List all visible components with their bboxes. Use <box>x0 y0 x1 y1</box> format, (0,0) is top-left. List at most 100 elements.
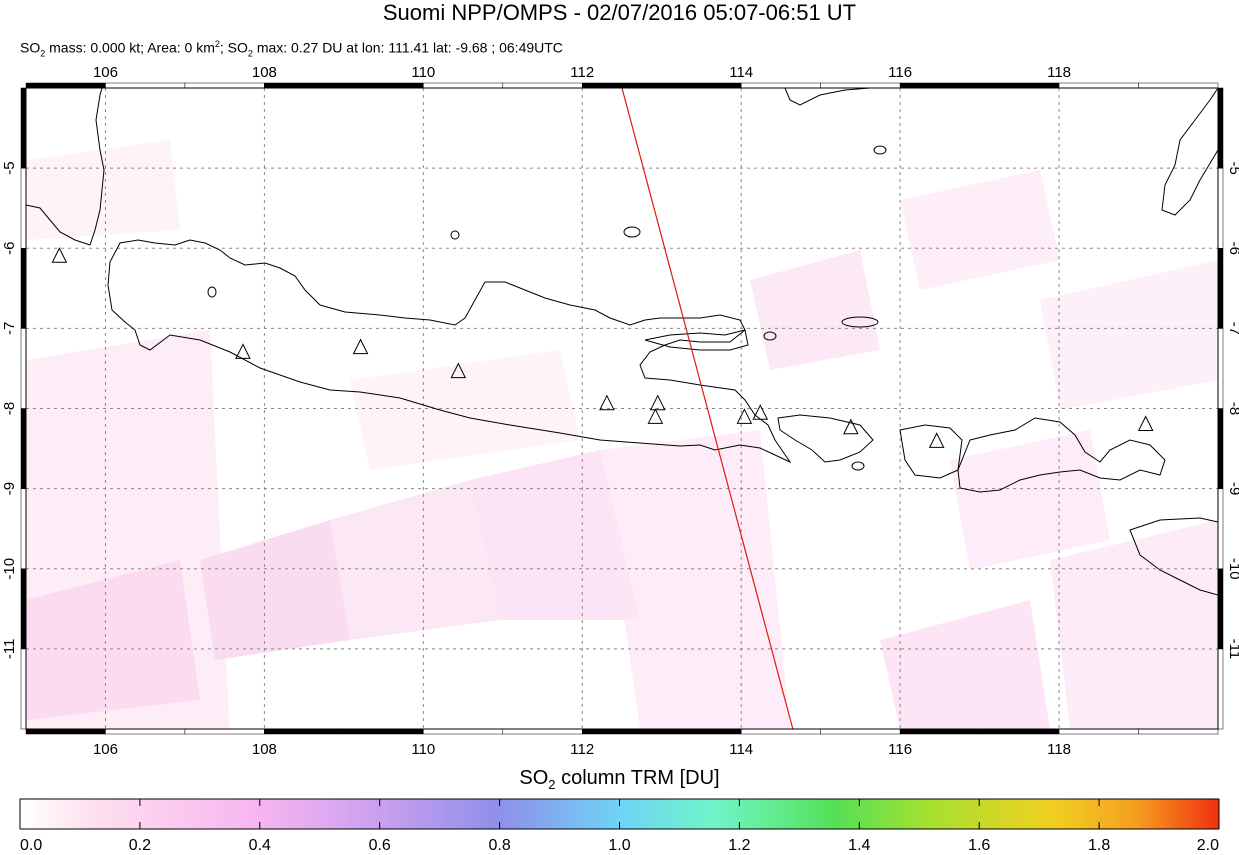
map-frame <box>20 82 1224 735</box>
island-bawean <box>623 226 641 238</box>
frame-segment-bottom <box>661 728 742 735</box>
frame-segment-bottom <box>25 728 106 735</box>
frame-segment-right <box>1217 87 1224 169</box>
frame-segment-right <box>1217 408 1224 489</box>
colorbar-title-post: column TRM [DU] <box>555 767 720 789</box>
frame-segment-bottom <box>1138 728 1219 735</box>
colorbar-title: SO2 column TRM [DU] <box>0 766 1239 797</box>
axis-tick-labels: 106 106 108 108 110 110 112 112 114 114 116 116 118 1… <box>1 64 1239 758</box>
summary-text-1: SO <box>20 39 41 56</box>
frame-segment-top <box>740 82 821 89</box>
summary-text-3: ; SO <box>219 39 248 56</box>
frame-segment-left <box>20 648 27 730</box>
borneo-coastline <box>784 88 871 106</box>
volcano-marker <box>649 394 666 411</box>
island-ujungkulon <box>207 286 217 298</box>
colorbar-title-pre: SO <box>519 767 549 789</box>
volcano-markers <box>51 247 1154 448</box>
frame-segment-bottom <box>820 728 901 735</box>
colorbar-tick-label: 1.2 <box>728 837 750 854</box>
frame-segment-left <box>20 568 27 650</box>
colorbar-tick-label: 1.6 <box>968 837 990 854</box>
frame-segment-right <box>1217 568 1224 650</box>
frame-segment-top <box>979 82 1060 89</box>
volcano-marker <box>599 394 615 411</box>
sulawesi-coastline <box>1161 88 1218 216</box>
frame-segment-left <box>20 488 27 569</box>
lat-tick-label-right: -9 <box>1226 482 1239 495</box>
summary-sub-2: 2 <box>247 48 253 59</box>
volcano-marker <box>647 408 664 424</box>
graticule <box>26 88 1218 729</box>
frame-segment-top <box>661 82 742 89</box>
frame-segment-bottom <box>264 728 345 735</box>
colorbar-tick-label: 0.6 <box>369 837 391 854</box>
frame-segment-bottom <box>184 728 265 735</box>
colorbar-tick-label: 0.8 <box>488 837 510 854</box>
lat-tick-label-left: -6 <box>1 242 18 255</box>
map-panel: 106 106 108 108 110 110 112 112 114 114 116 116 118 1… <box>1 64 1239 758</box>
lon-tick-label-top: 118 <box>1047 64 1071 81</box>
lon-tick-label-top: 116 <box>888 64 912 81</box>
frame-segment-top <box>343 82 424 89</box>
volcano-marker <box>1137 415 1154 432</box>
volcano-marker <box>736 408 753 424</box>
frame-segment-right <box>1217 167 1224 249</box>
volcano-marker <box>51 247 68 263</box>
lat-tick-label-right: -8 <box>1226 402 1239 415</box>
map-border <box>25 87 1219 730</box>
sumba-coastline <box>1129 517 1218 596</box>
frame-segment-top <box>899 82 980 89</box>
lat-tick-label-left: -7 <box>1 322 18 335</box>
lon-tick-label-top: 106 <box>93 64 118 81</box>
lon-tick-label-bottom: 118 <box>1047 741 1071 758</box>
frame-segment-right <box>1217 488 1224 569</box>
lon-tick-label-top: 112 <box>570 64 594 81</box>
lon-tick-label-bottom: 114 <box>729 741 753 758</box>
volcano-marker <box>752 404 769 420</box>
frame-segment-bottom <box>1058 728 1139 735</box>
frame-segment-bottom <box>979 728 1060 735</box>
so2-pixels <box>26 140 1218 729</box>
lat-tick-label-left: -10 <box>1 558 18 580</box>
frame-segment-bottom <box>423 728 504 735</box>
java-coastline <box>107 239 792 464</box>
lat-tick-label-left: -5 <box>1 161 18 174</box>
so2-summary: SO2 mass: 0.000 kt; Area: 0 km2; SO2 max… <box>20 35 563 62</box>
frame-segment-bottom <box>502 728 583 735</box>
frame-segment-right <box>1217 248 1224 329</box>
lon-tick-label-bottom: 116 <box>888 741 912 758</box>
colorbar-tick-label: 1.4 <box>848 837 870 854</box>
volcano-marker <box>843 418 859 435</box>
lon-tick-label-bottom: 112 <box>570 741 594 758</box>
volcano-marker <box>235 343 251 359</box>
island-karimun <box>450 230 460 240</box>
colorbar-ticks: 0.0 0.2 0.4 0.6 0.8 1.0 1.2 1.4 1.6 1.8 2.0 <box>19 799 1220 854</box>
volcano-marker <box>352 338 369 355</box>
frame-segment-top <box>502 82 583 89</box>
colorbar-tick-label: 2.0 <box>1197 837 1219 854</box>
lat-tick-label-right: -7 <box>1226 322 1239 335</box>
colorbar-tick-label: 1.0 <box>608 837 630 854</box>
madura-coastline <box>644 329 749 351</box>
lon-tick-label-top: 110 <box>411 64 435 81</box>
frame-segment-bottom <box>582 728 662 735</box>
summary-sup: 2 <box>214 39 220 49</box>
island-raas <box>763 331 777 341</box>
frame-segment-top <box>25 82 106 89</box>
colorbar-gradient <box>19 798 1220 830</box>
frame-segment-bottom <box>740 728 821 735</box>
frame-segment-top <box>1138 82 1219 89</box>
summary-text-2: mass: 0.000 kt; Area: 0 km <box>45 39 215 56</box>
lon-tick-label-bottom: 106 <box>93 741 118 758</box>
lat-tick-label-right: -6 <box>1226 242 1239 255</box>
frame-segment-left <box>20 408 27 489</box>
island-nusapenida <box>851 461 865 471</box>
colorbar-tick-label: 0.4 <box>249 837 271 854</box>
summary-text-4: max: 0.27 DU at lon: 111.41 lat: -9.68 ;… <box>252 39 563 56</box>
frame-segment-bottom <box>343 728 424 735</box>
bali-coastline <box>777 414 874 463</box>
colorbar-tick-label: 1.8 <box>1088 837 1110 854</box>
lat-tick-label-right: -11 <box>1226 639 1239 660</box>
coastlines <box>26 88 1218 596</box>
